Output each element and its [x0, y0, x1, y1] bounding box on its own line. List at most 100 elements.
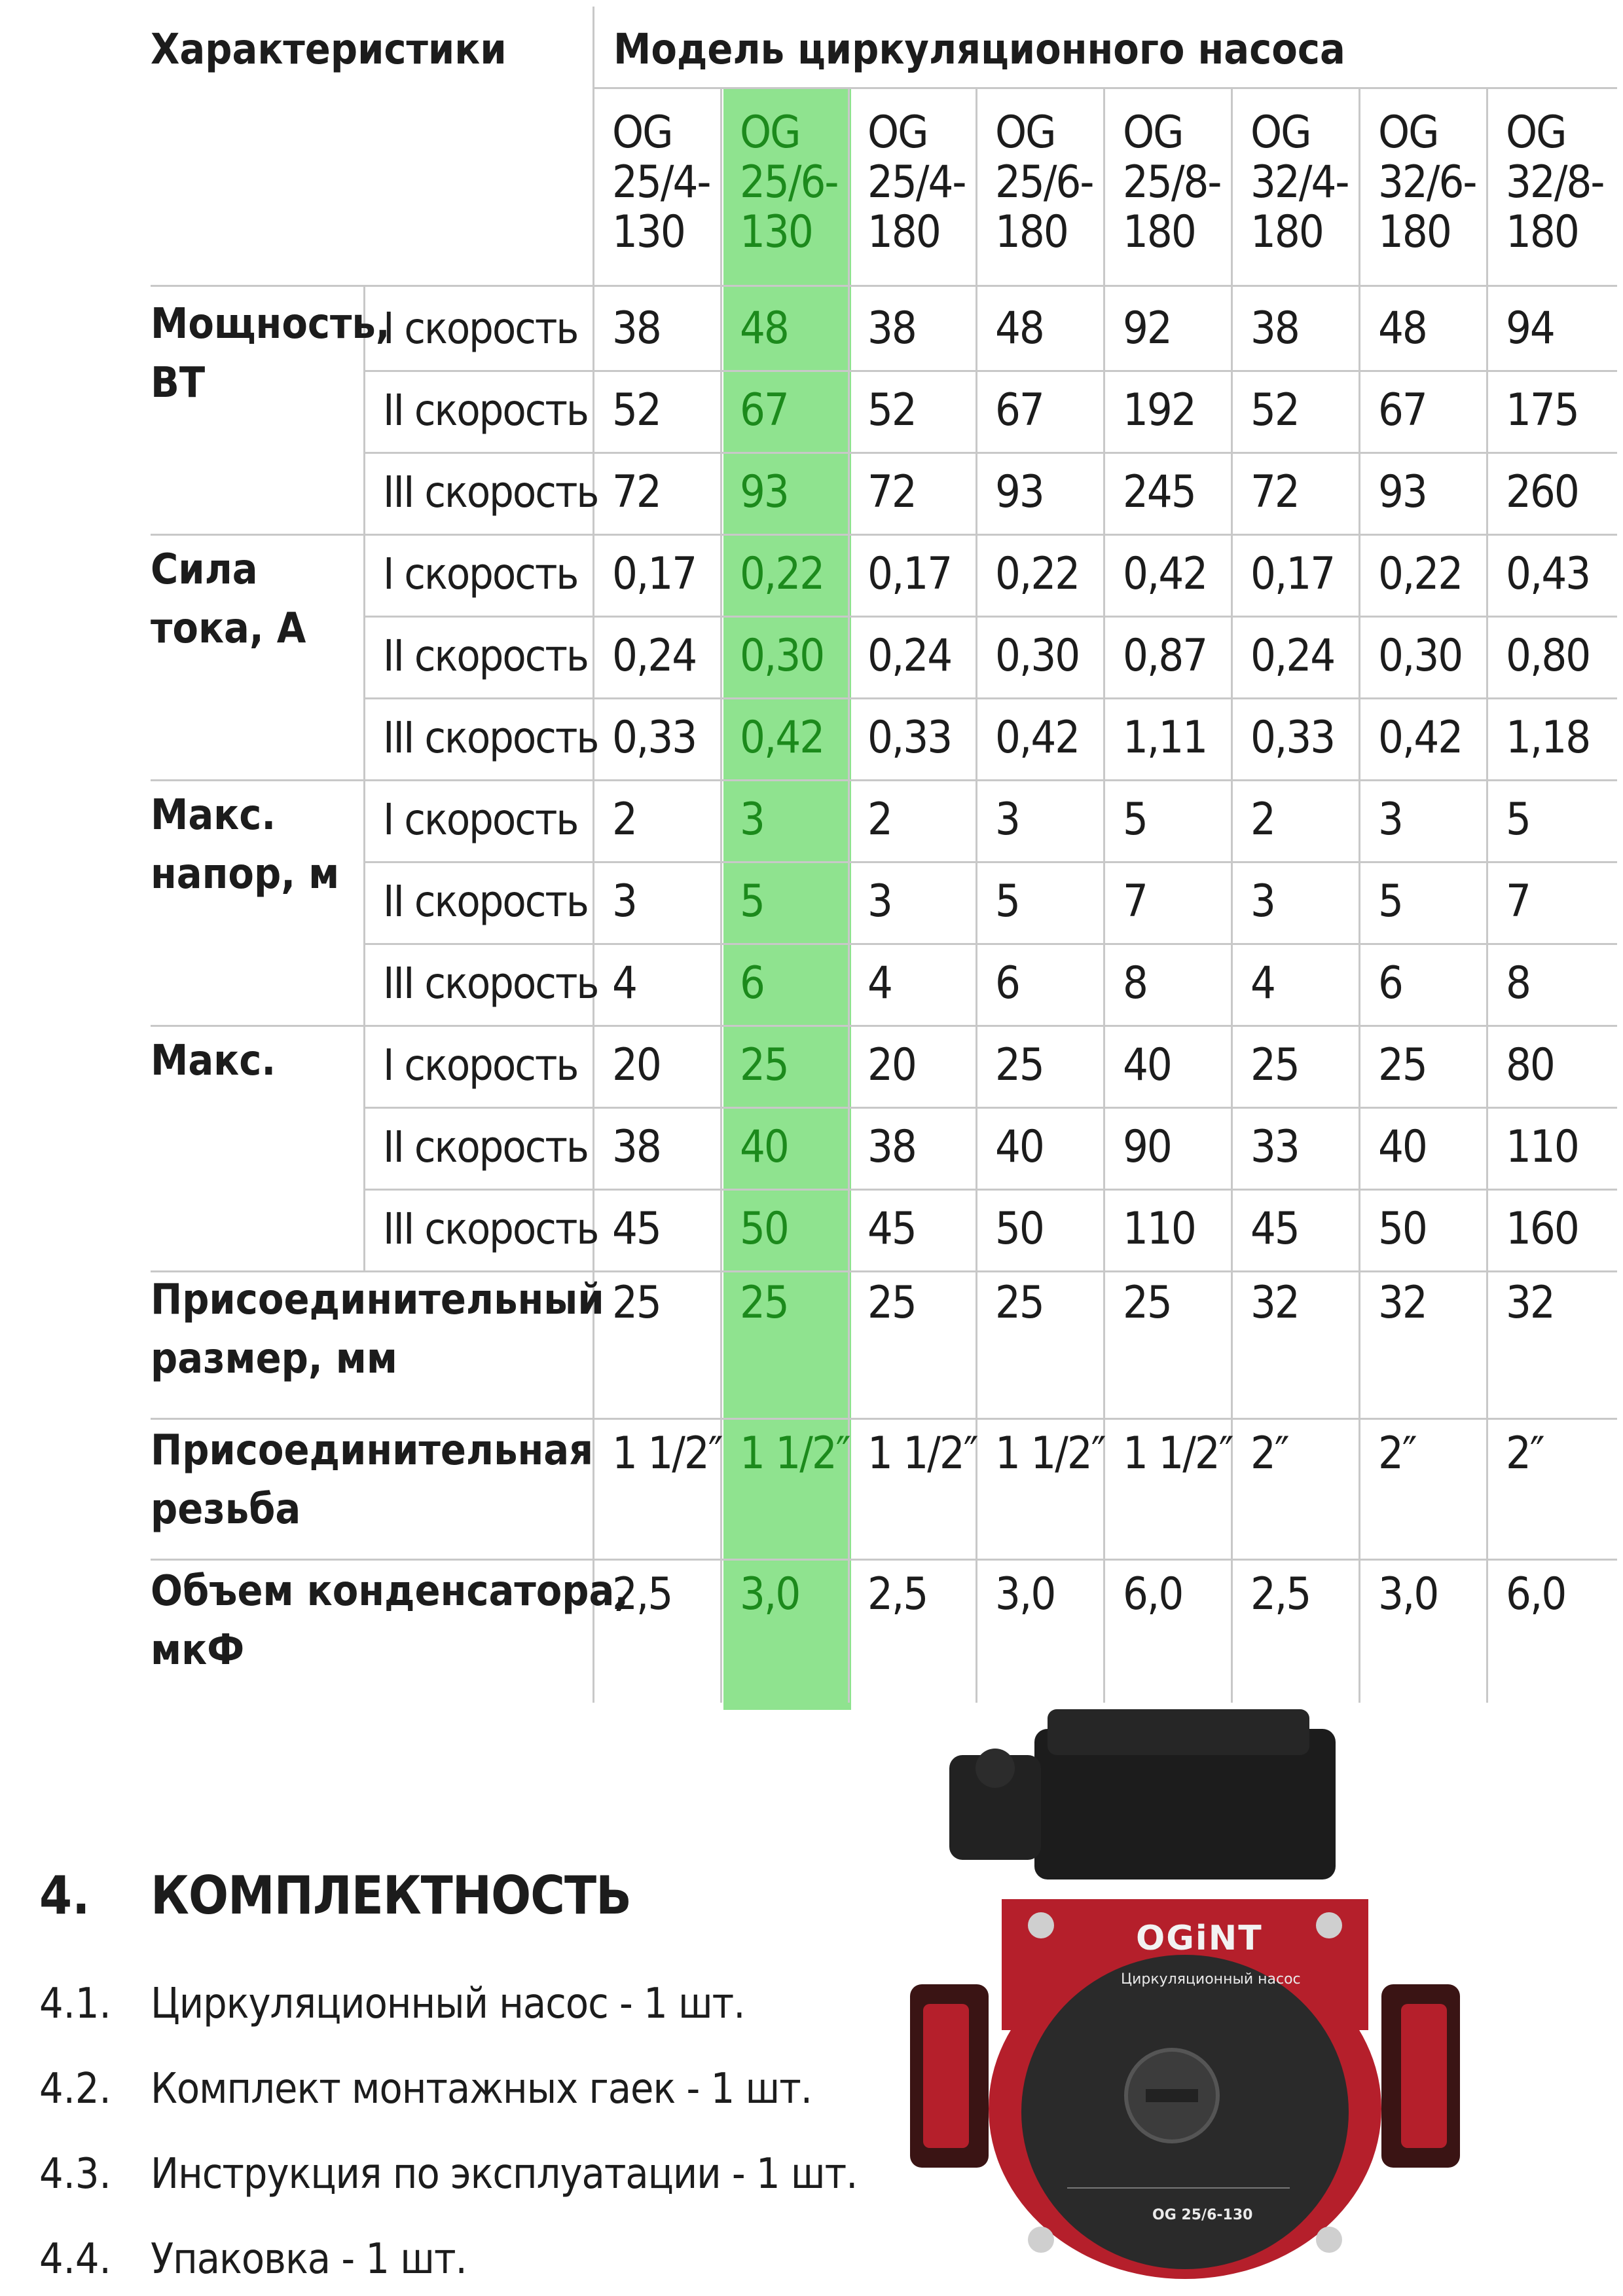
value-cell: 93 — [995, 466, 1045, 518]
value-cell: 33 — [1250, 1121, 1300, 1173]
value-cell: 1 1/2″ — [612, 1428, 723, 1479]
value-cell: 3 — [612, 876, 638, 927]
value-cell: 72 — [867, 466, 917, 518]
table-divider — [151, 534, 1617, 536]
model-header-cell: OG 25/4- 180 — [867, 107, 966, 258]
value-cell: 93 — [1378, 466, 1428, 518]
speed-label: I скорость — [383, 303, 579, 354]
value-cell: 110 — [1123, 1203, 1197, 1255]
value-cell: 52 — [1250, 384, 1300, 436]
value-cell: 25 — [612, 1277, 662, 1329]
table-divider — [151, 1418, 1617, 1420]
value-cell: 0,24 — [1250, 630, 1336, 682]
table-divider — [363, 1107, 1617, 1109]
value-cell: 260 — [1506, 466, 1580, 518]
value-cell: 3 — [740, 794, 765, 845]
value-cell: 6,0 — [1123, 1568, 1184, 1620]
value-cell: 4 — [612, 957, 638, 1009]
speed-label: I скорость — [383, 794, 579, 845]
model-header-cell: OG 25/6- 130 — [740, 107, 839, 258]
value-cell: 72 — [1250, 466, 1300, 518]
value-cell: 67 — [995, 384, 1045, 436]
value-cell: 3,0 — [740, 1568, 801, 1620]
model-header-cell: OG 25/6- 180 — [995, 107, 1094, 258]
list-item-number: 4.4. — [39, 2235, 111, 2284]
value-cell: 40 — [740, 1121, 790, 1173]
value-cell: 6 — [1378, 957, 1404, 1009]
group-label: Сила тока, А — [151, 546, 306, 653]
list-item-text: Упаковка - 1 шт. — [151, 2235, 467, 2284]
value-cell: 0,42 — [740, 712, 825, 764]
value-cell: 38 — [867, 303, 917, 354]
value-cell: 0,22 — [1378, 548, 1463, 600]
value-cell: 25 — [995, 1277, 1045, 1329]
value-cell: 0,42 — [995, 712, 1080, 764]
table-divider — [363, 452, 1617, 454]
value-cell: 52 — [612, 384, 662, 436]
value-cell: 245 — [1123, 466, 1197, 518]
value-cell: 25 — [1378, 1039, 1428, 1091]
value-cell: 1,11 — [1123, 712, 1208, 764]
value-cell: 38 — [612, 303, 662, 354]
value-cell: 32 — [1378, 1277, 1428, 1329]
speed-label: II скорость — [383, 876, 589, 927]
value-cell: 25 — [867, 1277, 917, 1329]
value-cell: 67 — [740, 384, 790, 436]
value-cell: 72 — [612, 466, 662, 518]
value-cell: 25 — [995, 1039, 1045, 1091]
row-label: Присоединительная резьба — [151, 1426, 594, 1534]
value-cell: 93 — [740, 466, 790, 518]
value-cell: 45 — [612, 1203, 662, 1255]
value-cell: 0,22 — [740, 548, 825, 600]
value-cell: 48 — [995, 303, 1045, 354]
list-item-number: 4.1. — [39, 1980, 111, 2028]
speed-label: III скорость — [383, 713, 599, 763]
value-cell: 2″ — [1378, 1428, 1417, 1479]
value-cell: 5 — [1378, 876, 1404, 927]
value-cell: 2,5 — [867, 1568, 928, 1620]
group-label: Макс. — [151, 1037, 276, 1085]
value-cell: 52 — [867, 384, 917, 436]
pump-label: Циркуляционный насос — [1121, 1971, 1301, 1988]
value-cell: 45 — [1250, 1203, 1300, 1255]
value-cell: 0,17 — [867, 548, 953, 600]
table-divider — [363, 697, 1617, 699]
speed-label: III скорость — [383, 467, 599, 517]
value-cell: 0,42 — [1123, 548, 1208, 600]
brand-logo: OGiNT — [1136, 1919, 1263, 1958]
table-divider — [1486, 87, 1488, 1703]
table-divider — [151, 285, 1617, 287]
value-cell: 0,30 — [1378, 630, 1463, 682]
value-cell: 50 — [995, 1203, 1045, 1255]
value-cell: 94 — [1506, 303, 1556, 354]
model-header-cell: OG 25/4- 130 — [612, 107, 711, 258]
value-cell: 8 — [1506, 957, 1531, 1009]
value-cell: 6,0 — [1506, 1568, 1567, 1620]
value-cell: 50 — [740, 1203, 790, 1255]
value-cell: 1,18 — [1506, 712, 1591, 764]
value-cell: 3 — [1250, 876, 1276, 927]
table-divider — [848, 87, 850, 1703]
value-cell: 6 — [740, 957, 765, 1009]
pump-model-label: OG 25/6-130 — [1152, 2207, 1253, 2223]
value-cell: 192 — [1123, 384, 1197, 436]
value-cell: 3 — [995, 794, 1021, 845]
value-cell: 0,33 — [867, 712, 953, 764]
value-cell: 40 — [995, 1121, 1045, 1173]
value-cell: 0,42 — [1378, 712, 1463, 764]
value-cell: 38 — [867, 1121, 917, 1173]
pump-product-image — [910, 1709, 1460, 2279]
value-cell: 50 — [1378, 1203, 1428, 1255]
value-cell: 25 — [1123, 1277, 1173, 1329]
value-cell: 0,33 — [612, 712, 697, 764]
value-cell: 4 — [867, 957, 893, 1009]
table-divider — [363, 370, 1617, 372]
value-cell: 3,0 — [1378, 1568, 1439, 1620]
highlighted-model-column — [723, 87, 851, 1710]
table-divider — [363, 861, 1617, 863]
row-label: Присоединительный размер, мм — [151, 1276, 604, 1383]
value-cell: 67 — [1378, 384, 1428, 436]
row-label: Объем конденсатора, мкФ — [151, 1567, 629, 1675]
speed-label: II скорость — [383, 385, 589, 435]
table-divider — [151, 1559, 1617, 1561]
